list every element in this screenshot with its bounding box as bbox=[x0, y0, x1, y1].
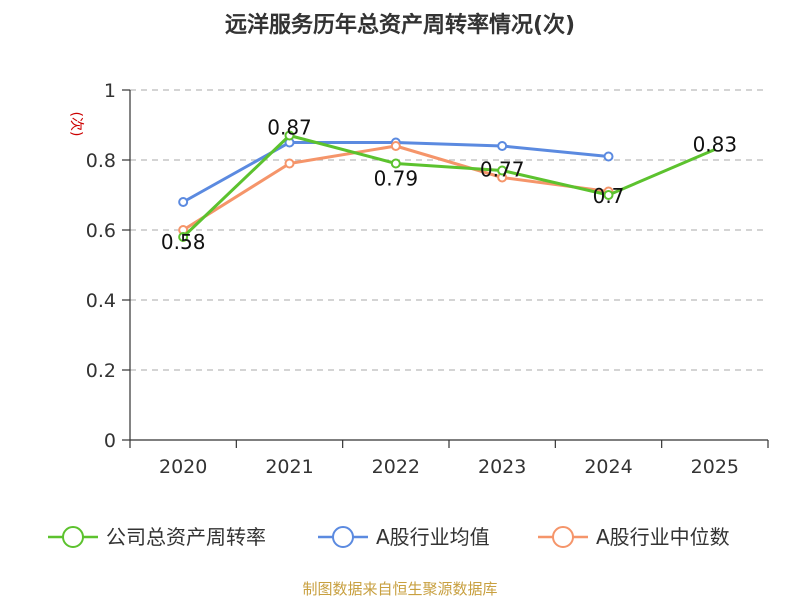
source-note: 制图数据来自恒生聚源数据库 bbox=[302, 580, 497, 598]
legend-marker bbox=[62, 526, 84, 548]
y-tick-label: 0.6 bbox=[86, 220, 116, 242]
data-labels: 0.58 0.87 0.79 0.77 0.7 0.83 bbox=[161, 116, 737, 255]
x-tick-labels: 2020 2021 2022 2023 2024 2025 bbox=[159, 456, 739, 478]
data-label: 0.7 bbox=[593, 184, 625, 208]
legend: 公司总资产周转率 A股行业均值 A股行业中位数 bbox=[48, 525, 730, 549]
x-tick-label: 2023 bbox=[478, 456, 526, 478]
legend-item: 公司总资产周转率 bbox=[48, 525, 266, 549]
data-label: 0.79 bbox=[374, 167, 419, 191]
y-tick-labels: 0 0.2 0.4 0.6 0.8 1 bbox=[86, 80, 116, 452]
legend-marker bbox=[332, 526, 354, 548]
legend-label: A股行业中位数 bbox=[596, 525, 730, 549]
series-industry-median-point bbox=[390, 141, 401, 151]
axes bbox=[122, 89, 769, 448]
series-company-point bbox=[284, 130, 295, 141]
chart-title: 远洋服务历年总资产周转率情况(次) bbox=[225, 12, 575, 38]
y-tick-label: 0.2 bbox=[86, 360, 116, 382]
series-industry-average-point bbox=[178, 197, 189, 207]
series-company bbox=[178, 130, 716, 242]
series-company-point bbox=[178, 232, 189, 242]
x-tick-label: 2022 bbox=[372, 456, 420, 478]
legend-item: A股行业中位数 bbox=[538, 525, 730, 549]
series-group bbox=[178, 130, 716, 242]
y-tick-label: 0 bbox=[104, 430, 116, 452]
gridlines bbox=[130, 89, 768, 371]
series-company-point bbox=[603, 190, 614, 200]
data-label: 0.83 bbox=[693, 133, 738, 157]
y-tick-label: 0.8 bbox=[86, 150, 116, 172]
series-company-point bbox=[497, 165, 508, 176]
series-industry-average-point bbox=[497, 141, 508, 151]
series-industry-median-point bbox=[284, 158, 295, 169]
y-axis-unit: (次) bbox=[68, 112, 84, 137]
data-label: 0.58 bbox=[161, 230, 206, 254]
x-tick-label: 2021 bbox=[265, 456, 313, 478]
data-label: 0.77 bbox=[480, 158, 525, 182]
legend-label: A股行业均值 bbox=[376, 525, 490, 549]
legend-label: 公司总资产周转率 bbox=[106, 525, 266, 549]
data-label: 0.87 bbox=[267, 116, 312, 140]
x-tick-label: 2020 bbox=[159, 456, 207, 478]
series-company-point bbox=[390, 158, 401, 169]
y-tick-label: 1 bbox=[104, 80, 116, 102]
series-company-line bbox=[182, 134, 716, 239]
y-tick-label: 0.4 bbox=[86, 290, 116, 312]
series-industry-average-point bbox=[603, 151, 614, 162]
x-tick-label: 2024 bbox=[584, 456, 632, 478]
legend-marker bbox=[552, 526, 574, 548]
legend-item: A股行业均值 bbox=[318, 525, 490, 549]
x-tick-label: 2025 bbox=[691, 456, 739, 478]
